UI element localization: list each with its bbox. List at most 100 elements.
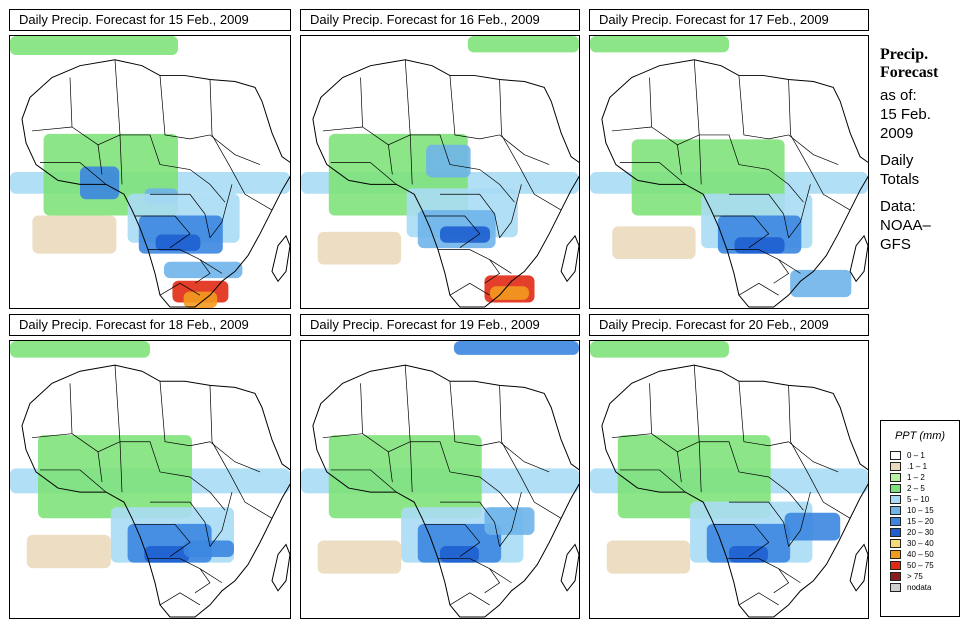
legend-item: 2 – 5 <box>890 483 959 494</box>
legend-item: > 75 <box>890 571 959 582</box>
caption-period: Daily <box>880 152 914 169</box>
rainfall-patch <box>790 269 852 298</box>
forecast-panel-15-feb: Daily Precip. Forecast for 15 Feb., 2009 <box>9 9 291 309</box>
africa-precip-map <box>590 341 868 618</box>
precip-map <box>300 340 580 619</box>
rainfall-patch <box>155 234 201 251</box>
legend-swatch <box>890 451 901 460</box>
rainfall-patch <box>183 291 218 308</box>
rainfall-patch <box>784 512 841 541</box>
legend-item: nodata <box>890 582 959 593</box>
country-outlines <box>312 59 579 308</box>
legend-label: 20 – 30 <box>907 528 934 537</box>
legend-swatch <box>890 506 901 515</box>
caption-year: 2009 <box>880 125 914 142</box>
precip-map <box>300 35 580 309</box>
forecast-panel-17-feb: Daily Precip. Forecast for 17 Feb., 2009 <box>589 9 869 309</box>
rainfall-patch <box>612 226 696 260</box>
panel-title: Daily Precip. Forecast for 16 Feb., 2009 <box>300 9 580 31</box>
rainfall-patch <box>490 286 529 300</box>
rainfall-patch <box>164 261 243 279</box>
legend-swatch <box>890 539 901 548</box>
rainfall-patch <box>706 523 791 563</box>
rainfall-patch <box>440 226 491 243</box>
legend-item: 50 – 75 <box>890 560 959 571</box>
caption-heading: Precip. <box>880 46 929 63</box>
forecast-caption: Precip. Forecast as of: 15 Feb. 2009 Dai… <box>880 46 964 254</box>
rainfall-patch <box>590 36 729 53</box>
country-outlines <box>601 364 868 618</box>
africa-precip-map <box>301 341 579 618</box>
panel-title: Daily Precip. Forecast for 18 Feb., 2009 <box>9 314 291 336</box>
rainfall-patch <box>417 523 502 563</box>
legend-swatch <box>890 473 901 482</box>
legend-swatch <box>890 583 901 592</box>
africa-precip-map <box>590 36 868 308</box>
legend-item: 0 – 1 <box>890 450 959 461</box>
legend-label: 5 – 10 <box>907 495 930 504</box>
rainfall-patch <box>606 540 691 574</box>
rainfall-patch <box>26 534 111 569</box>
legend-label: .1 – 1 <box>907 462 928 471</box>
legend-swatch <box>890 517 901 526</box>
africa-precip-map <box>10 36 290 308</box>
legend-label: 0 – 1 <box>907 451 925 460</box>
africa-precip-map <box>301 36 579 308</box>
legend-swatch <box>890 462 901 471</box>
country-outlines <box>21 364 290 618</box>
rainfall-patch <box>10 36 178 56</box>
legend-item: 20 – 30 <box>890 527 959 538</box>
rainfall-patch <box>10 341 150 358</box>
precip-map <box>589 340 869 619</box>
legend-item: .1 – 1 <box>890 461 959 472</box>
rainfall-patch <box>328 435 482 519</box>
rainfall-patch <box>38 435 192 519</box>
panel-title: Daily Precip. Forecast for 17 Feb., 2009 <box>589 9 869 31</box>
rainfall-patch <box>734 237 785 254</box>
rainfall-patch <box>317 231 402 265</box>
precip-map <box>589 35 869 309</box>
rainfall-patch <box>590 341 729 358</box>
legend-label: 10 – 15 <box>907 506 934 515</box>
caption-as-of: as of: <box>880 87 917 104</box>
legend-label: 40 – 50 <box>907 550 934 559</box>
legend-label: 30 – 40 <box>907 539 934 548</box>
rainfall-patch <box>80 166 120 200</box>
caption-heading: Forecast <box>880 64 939 81</box>
africa-precip-map <box>10 341 290 618</box>
caption-period: Totals <box>880 171 920 188</box>
legend-item: 10 – 15 <box>890 505 959 516</box>
caption-source: GFS <box>880 236 911 253</box>
rainfall-patch <box>617 435 771 519</box>
rainfall-patch <box>317 540 402 574</box>
country-outlines <box>21 59 290 308</box>
legend-swatch <box>890 484 901 493</box>
legend-swatch <box>890 550 901 559</box>
caption-source: NOAA– <box>880 217 931 234</box>
legend-swatch <box>890 561 901 570</box>
precip-legend: PPT (mm) 0 – 1 .1 – 1 1 – 2 2 – 5 5 – 10… <box>880 420 960 617</box>
panel-title: Daily Precip. Forecast for 19 Feb., 2009 <box>300 314 580 336</box>
legend-label: 2 – 5 <box>907 484 925 493</box>
panel-title: Daily Precip. Forecast for 20 Feb., 2009 <box>589 314 869 336</box>
legend-label: 1 – 2 <box>907 473 925 482</box>
legend-swatch <box>890 495 901 504</box>
rainfall-patch <box>183 540 234 558</box>
forecast-panel-20-feb: Daily Precip. Forecast for 20 Feb., 2009 <box>589 314 869 619</box>
rainfall-patch <box>467 36 579 53</box>
forecast-panel-16-feb: Daily Precip. Forecast for 16 Feb., 2009 <box>300 9 580 309</box>
panel-title: Daily Precip. Forecast for 15 Feb., 2009 <box>9 9 291 31</box>
caption-date: 15 Feb. <box>880 106 931 123</box>
rainfall-patch <box>426 144 471 178</box>
precip-map <box>9 35 291 309</box>
legend-item: 1 – 2 <box>890 472 959 483</box>
legend-item: 15 – 20 <box>890 516 959 527</box>
legend-item: 5 – 10 <box>890 494 959 505</box>
rainfall-patch <box>484 507 535 535</box>
legend-label: 50 – 75 <box>907 561 934 570</box>
legend-label: > 75 <box>907 572 923 581</box>
legend-label: 15 – 20 <box>907 517 934 526</box>
legend-item: 30 – 40 <box>890 538 959 549</box>
legend-swatch <box>890 528 901 537</box>
caption-source: Data: <box>880 198 916 215</box>
